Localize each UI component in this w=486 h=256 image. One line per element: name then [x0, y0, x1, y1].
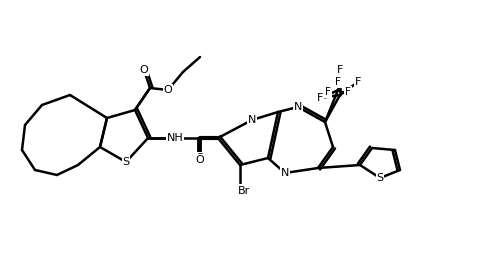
Text: O: O [139, 65, 148, 75]
Text: N: N [248, 115, 256, 125]
Text: Br: Br [238, 186, 250, 196]
Text: N: N [281, 168, 289, 178]
Text: S: S [377, 173, 383, 183]
Text: F: F [317, 93, 323, 103]
Text: NH: NH [167, 133, 183, 143]
Text: N: N [294, 102, 302, 112]
Text: F: F [355, 77, 361, 87]
Text: N: N [248, 115, 256, 125]
Text: Br: Br [239, 185, 251, 195]
Text: O: O [196, 155, 205, 165]
Text: F: F [335, 77, 341, 87]
Text: F: F [345, 87, 351, 97]
Text: S: S [377, 173, 383, 183]
Text: S: S [122, 157, 130, 167]
Text: O: O [164, 85, 173, 95]
Text: N: N [294, 102, 302, 112]
Text: N: N [281, 168, 289, 178]
Text: S: S [122, 157, 130, 167]
Text: F: F [337, 65, 343, 75]
Text: O: O [164, 85, 173, 95]
Text: NH: NH [167, 133, 183, 143]
Text: O: O [139, 65, 148, 75]
Text: F: F [325, 87, 331, 97]
Text: O: O [196, 153, 205, 163]
